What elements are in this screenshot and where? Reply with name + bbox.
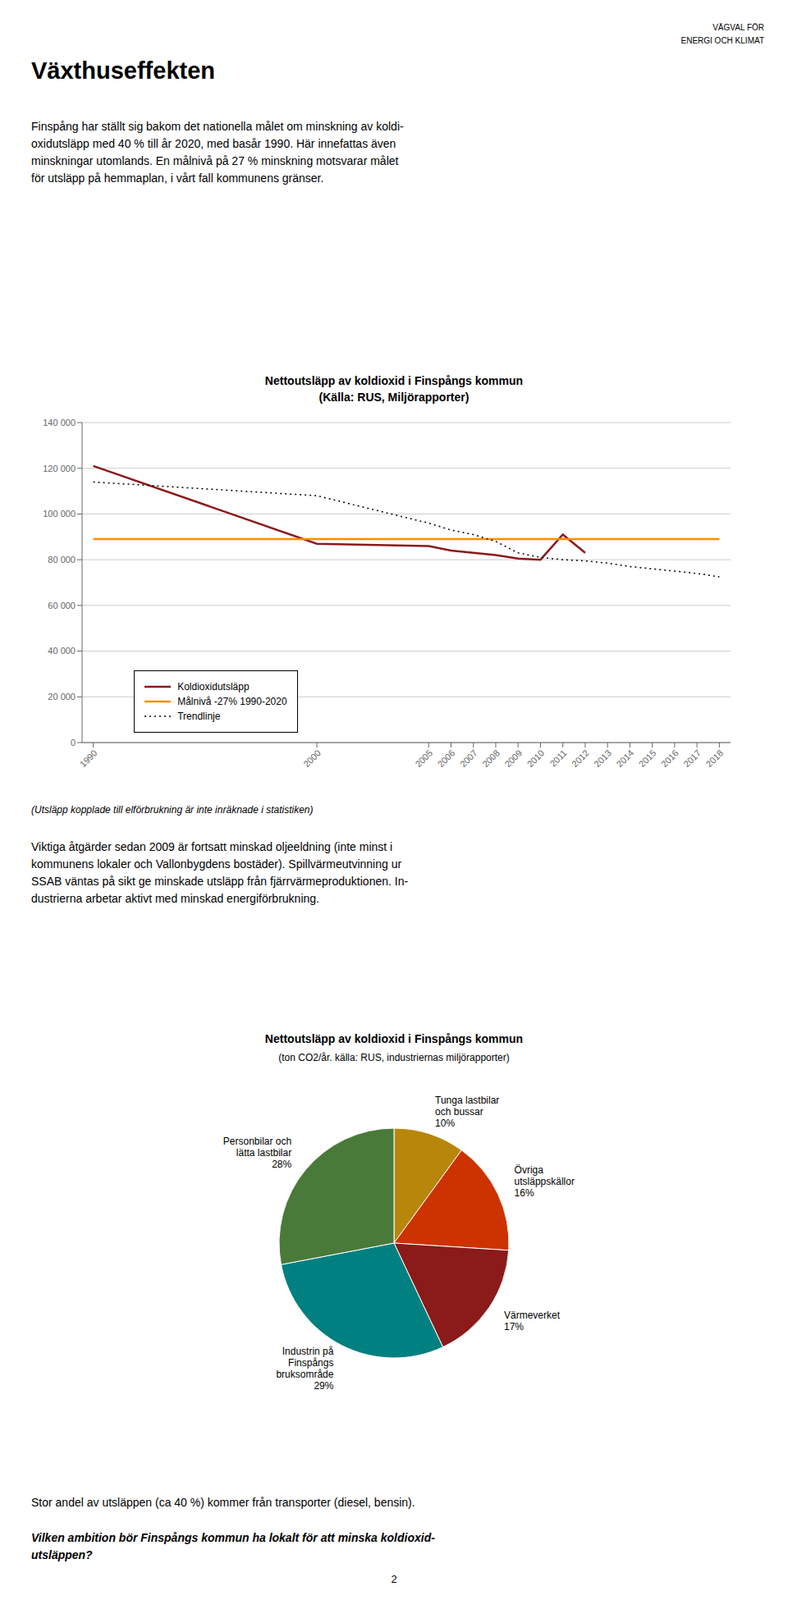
svg-text:Övrigautsläppskällor16%: Övrigautsläppskällor16% bbox=[514, 1164, 575, 1200]
html-text:Trendlinje: Trendlinje bbox=[177, 710, 221, 723]
svg-text:Personbilar ochlätta lastbilar: Personbilar ochlätta lastbilar28% bbox=[223, 1136, 293, 1171]
svg-text:2014: 2014 bbox=[614, 747, 637, 770]
html-text:ENERGI OCH KLIMAT: ENERGI OCH KLIMAT bbox=[680, 36, 765, 46]
html-text:Stor andel av utsläppen (ca 40: Stor andel av utsläppen (ca 40 %) kommer… bbox=[31, 1496, 416, 1510]
svg-text:2006: 2006 bbox=[435, 747, 458, 770]
svg-text:140 000: 140 000 bbox=[42, 417, 76, 428]
html-text:(Utsläpp kopplade till elförbr: (Utsläpp kopplade till elförbrukning är … bbox=[31, 804, 314, 816]
html-text:Växthuseffekten: Växthuseffekten bbox=[31, 57, 216, 84]
html-text:VÄGVAL FÖR: VÄGVAL FÖR bbox=[712, 22, 765, 33]
svg-text:2011: 2011 bbox=[547, 747, 569, 769]
html-text:(ton CO2/år. källa: RUS, indus: (ton CO2/år. källa: RUS, industriernas m… bbox=[278, 1052, 510, 1064]
svg-text:2016: 2016 bbox=[659, 747, 681, 770]
svg-text:2007: 2007 bbox=[458, 747, 480, 770]
svg-text:80 000: 80 000 bbox=[47, 554, 76, 565]
svg-text:100 000: 100 000 bbox=[42, 508, 76, 519]
html-text:Koldioxidutsläpp: Koldioxidutsläpp bbox=[177, 681, 250, 693]
html-text:Finspång har ställt sig bakom: Finspång har ställt sig bakom det nation… bbox=[31, 119, 404, 185]
svg-text:20 000: 20 000 bbox=[47, 691, 76, 702]
svg-text:2017: 2017 bbox=[681, 747, 703, 770]
svg-text:2015: 2015 bbox=[636, 747, 659, 770]
svg-text:40 000: 40 000 bbox=[47, 645, 76, 656]
svg-text:2005: 2005 bbox=[412, 747, 435, 770]
svg-text:1990: 1990 bbox=[77, 747, 100, 770]
html-text:Viktiga åtgärder sedan 2009 är: Viktiga åtgärder sedan 2009 är fortsatt … bbox=[31, 840, 409, 906]
svg-text:2010: 2010 bbox=[525, 747, 547, 770]
html-text:Vilken ambition bör Finspångs: Vilken ambition bör Finspångs kommun ha … bbox=[31, 1531, 435, 1563]
svg-text:Industrin påFinspångsbruksområ: Industrin påFinspångsbruksområde29% bbox=[275, 1346, 334, 1393]
svg-text:Tunga lastbilaroch bussar10%: Tunga lastbilaroch bussar10% bbox=[435, 1094, 500, 1130]
svg-text:0: 0 bbox=[70, 737, 76, 748]
svg-text:2013: 2013 bbox=[591, 747, 614, 770]
html-text:Nettoutsläpp av koldioxid i Fi: Nettoutsläpp av koldioxid i Finspångs ko… bbox=[265, 374, 523, 404]
svg-text:60 000: 60 000 bbox=[47, 600, 76, 611]
svg-text:2012: 2012 bbox=[569, 747, 591, 770]
svg-text:2009: 2009 bbox=[502, 747, 524, 770]
html-text:2: 2 bbox=[391, 1573, 397, 1586]
svg-text:120 000: 120 000 bbox=[42, 463, 76, 474]
svg-text:2000: 2000 bbox=[301, 747, 323, 770]
html-text:Nettoutsläpp av koldioxid i Fi: Nettoutsläpp av koldioxid i Finspångs ko… bbox=[265, 1032, 523, 1046]
html-text:Målnivå -27% 1990-2020: Målnivå -27% 1990-2020 bbox=[177, 696, 287, 708]
svg-text:2008: 2008 bbox=[480, 747, 502, 770]
svg-text:Värmeverket17%: Värmeverket17% bbox=[503, 1310, 561, 1334]
svg-text:2018: 2018 bbox=[704, 747, 726, 770]
